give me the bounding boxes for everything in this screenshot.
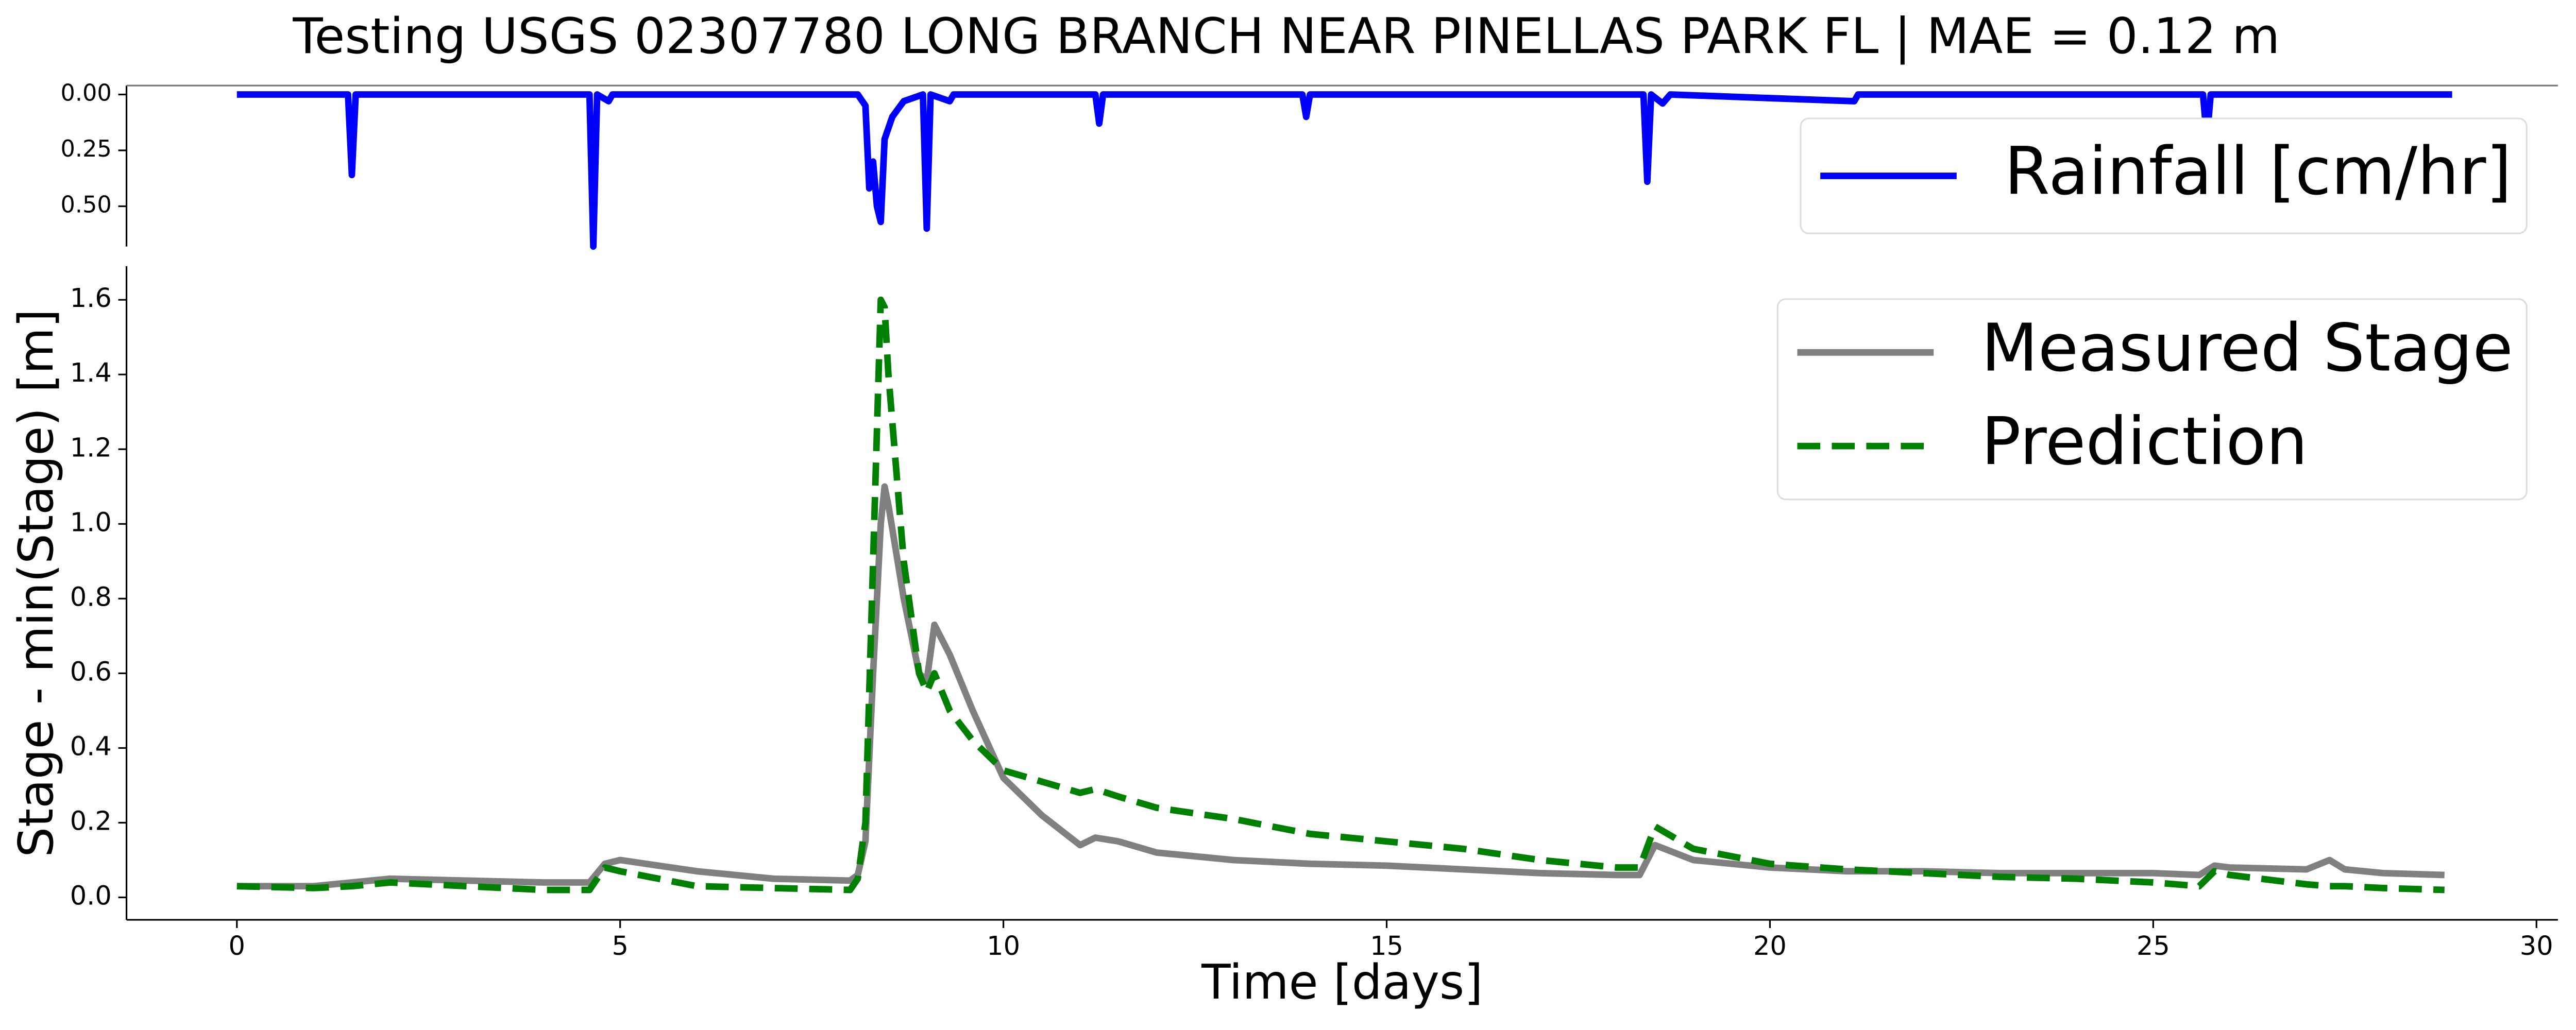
- legend-box: [1776, 298, 2528, 501]
- y-tick-label: 1.2: [70, 433, 112, 463]
- y-tick-label: 0.50: [60, 192, 111, 218]
- y-tick-label: 0.2: [70, 806, 112, 836]
- legend-label: Measured Stage: [1981, 310, 2513, 386]
- data-line: [236, 296, 2445, 894]
- y-tick-label: 0.25: [60, 135, 111, 162]
- y-tick-label: 0.0: [70, 881, 112, 912]
- x-tick-label: 20: [1753, 931, 1787, 962]
- legend-label: Rainfall [cm/hr]: [2004, 134, 2512, 210]
- x-tick-label: 0: [229, 931, 245, 962]
- y-tick-label: 0.8: [70, 582, 112, 612]
- y-tick-label: 1.0: [70, 507, 112, 538]
- x-tick-label: 10: [987, 931, 1020, 962]
- y-tick-label: 0.00: [60, 79, 111, 106]
- legend-label: Prediction: [1981, 404, 2308, 480]
- y-tick-label: 1.6: [70, 283, 112, 314]
- chart-title: Testing USGS 02307780 LONG BRANCH NEAR P…: [292, 7, 2280, 65]
- y-axis-label: Stage - min(Stage) [m]: [8, 309, 64, 857]
- y-tick-label: 1.4: [70, 358, 112, 388]
- x-tick-label: 15: [1370, 931, 1403, 962]
- x-tick-label: 5: [612, 931, 628, 962]
- legend-box: [1800, 117, 2528, 234]
- data-line: [236, 91, 2452, 250]
- data-line: [236, 483, 2445, 890]
- y-tick-label: 0.4: [70, 731, 112, 762]
- y-tick-label: 0.6: [70, 657, 112, 687]
- x-axis-label: Time [days]: [1201, 954, 1483, 1010]
- x-tick-label: 30: [2520, 931, 2553, 962]
- x-tick-label: 25: [2137, 931, 2170, 962]
